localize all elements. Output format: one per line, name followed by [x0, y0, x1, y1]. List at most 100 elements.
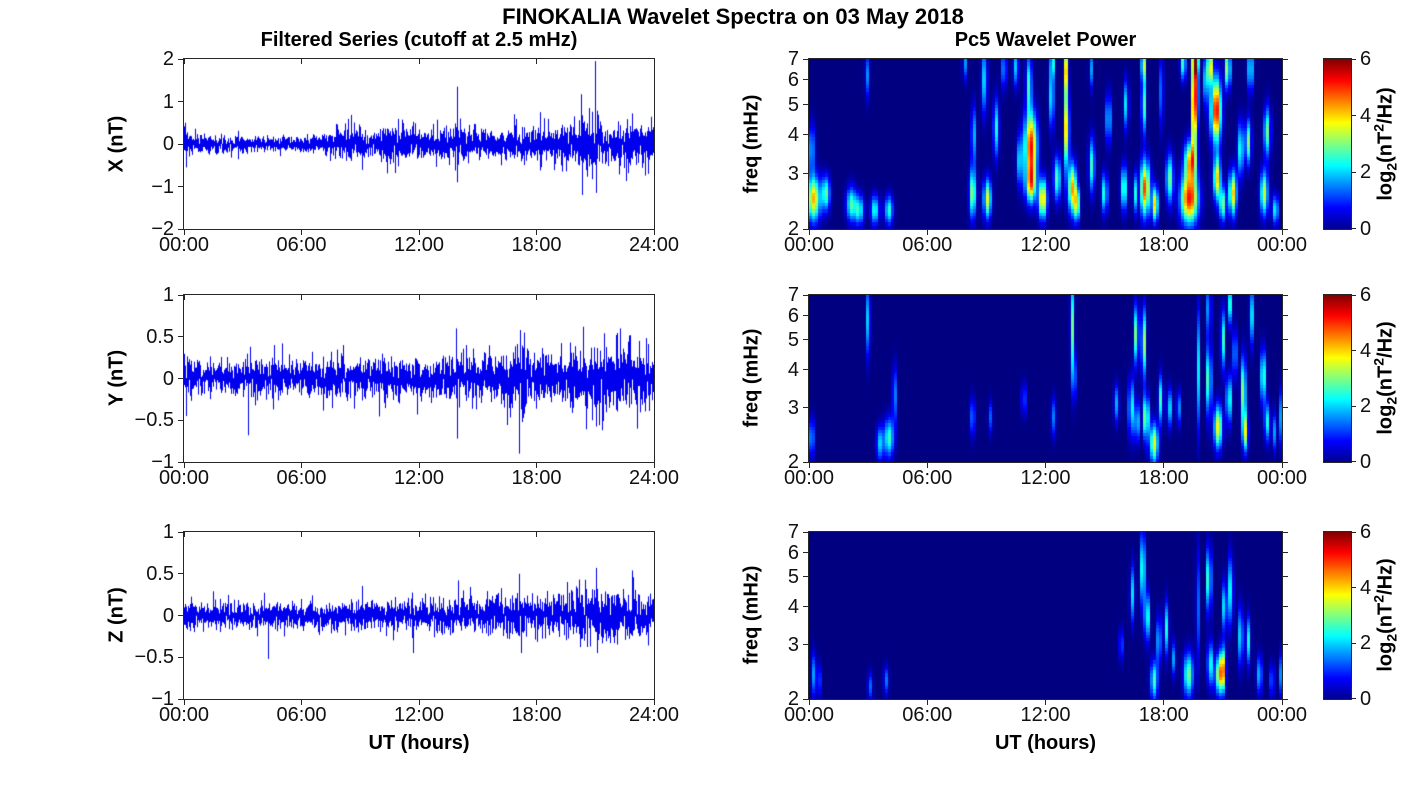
colorbar-tick-mark — [1351, 295, 1356, 296]
right-column-title: Pc5 Wavelet Power — [954, 29, 1137, 51]
plot-x-filtered-series: 00:00 06:00 12:00 18:00 24:00 2 1 0 −1 −2 — [151, 48, 679, 256]
y-tick-mark — [178, 656, 184, 658]
x-tick-mark — [183, 59, 185, 64]
y-tick-label: 6 — [787, 541, 799, 564]
x-tick-label: 06:00 — [902, 704, 953, 726]
colorbar-label-text: /Hz) — [1374, 558, 1397, 595]
x-axis-label-left: UT (hours) — [368, 732, 470, 754]
y-tick-mark — [1282, 552, 1288, 554]
left-column-title: Filtered Series (cutoff at 2.5 mHz) — [260, 29, 578, 51]
x-tick-mark — [653, 699, 655, 705]
x-tick-label: 00:00 — [1256, 234, 1308, 256]
y-tick-mark — [803, 294, 809, 296]
x-tick-label: 06:00 — [276, 234, 327, 256]
y-tick-mark — [178, 378, 184, 379]
x-tick-mark — [1281, 229, 1283, 235]
x-tick-mark — [808, 462, 810, 468]
plot-y-filtered-series: 00:00 06:00 12:00 18:00 24:00 1 0.5 0 −0.5 −1 — [135, 284, 680, 489]
y-tick-mark — [803, 339, 809, 341]
y-tick-mark — [1282, 461, 1288, 463]
y-tick-label: −1 — [151, 175, 174, 198]
y-tick-label: 2 — [787, 688, 799, 710]
colorbar-tick-mark — [1351, 171, 1356, 173]
x-tick-label: 06:00 — [276, 704, 327, 726]
y-tick-label: 7 — [787, 284, 799, 306]
y-tick-mark — [803, 531, 809, 533]
y-tick-mark — [803, 134, 809, 136]
x-tick-mark — [183, 532, 185, 537]
colorbar-label-sub: 2 — [1383, 396, 1400, 405]
x-tick-mark — [1281, 462, 1283, 468]
colorbar-tick-label: 0 — [1360, 451, 1372, 473]
y-tick-label: 0.5 — [146, 562, 174, 585]
colorbar-label-text: (nT — [1374, 602, 1397, 634]
colorbar-tick-mark — [1351, 698, 1356, 699]
colorbar-tick-mark — [1351, 405, 1356, 407]
colorbar-tick-mark — [1351, 587, 1356, 589]
x-tick-mark — [536, 462, 537, 468]
y-tick-mark — [1282, 407, 1288, 409]
y-tick-mark — [803, 228, 809, 230]
x-tick-mark — [183, 295, 185, 300]
y-tick-mark — [178, 143, 184, 145]
y-tick-mark — [803, 79, 809, 81]
colorbar-label-bottom: log2(nT2/Hz) — [1371, 558, 1400, 671]
colorbar-top: 0 2 4 6 — [1323, 48, 1371, 240]
colorbar-label-sub: 2 — [1383, 162, 1400, 171]
y-tick-label: 0.5 — [146, 325, 174, 348]
y-tick-mark — [803, 644, 809, 646]
colorbar-gradient — [1324, 532, 1351, 699]
y-tick-label: 0 — [162, 133, 174, 155]
y-tick-label: 5 — [787, 93, 799, 116]
x-tick-label: 00:00 — [158, 467, 210, 489]
z-series-canvas — [184, 532, 654, 699]
colorbar-label-sub: 2 — [1383, 633, 1400, 642]
y-tick-label: 0 — [162, 367, 174, 390]
x-tick-mark — [926, 462, 928, 468]
x-tick-mark — [301, 532, 302, 537]
y-tick-mark — [1282, 369, 1288, 371]
x-tick-mark — [808, 699, 810, 705]
x-tick-mark — [183, 462, 185, 468]
x-tick-mark — [536, 59, 537, 64]
y-tick-mark — [1282, 79, 1288, 81]
freq-axis-label-bottom: freq (mHz) — [740, 565, 763, 665]
colorbar-label-text: log — [1374, 641, 1397, 672]
x-tick-label: 12:00 — [393, 234, 445, 256]
colorbar-tick-mark — [1351, 350, 1356, 352]
x-tick-mark — [418, 295, 420, 300]
x-tick-label: 00:00 — [1256, 704, 1308, 726]
x-tick-mark — [418, 59, 420, 64]
y-tick-mark — [1282, 644, 1288, 646]
y-tick-mark — [178, 573, 184, 575]
y-tick-mark — [1282, 531, 1288, 533]
x-tick-label: 00:00 — [158, 234, 210, 256]
y-tick-label: 7 — [787, 521, 799, 543]
x-tick-label: 18:00 — [1138, 234, 1189, 256]
y-tick-label: 2 — [162, 48, 174, 70]
colorbar-label-text: (nT — [1374, 365, 1397, 397]
y-tick-mark — [803, 461, 809, 463]
colorbar-tick-label: 0 — [1360, 218, 1372, 240]
z-wavelet-canvas — [809, 532, 1282, 699]
colorbar-tick-label: 4 — [1360, 576, 1372, 599]
y-tick-mark — [1282, 134, 1288, 136]
x-tick-label: 12:00 — [393, 704, 445, 726]
colorbar-tick-label: 4 — [1360, 339, 1372, 362]
y-tick-mark — [1282, 104, 1288, 106]
x-tick-label: 00:00 — [783, 467, 835, 489]
y-tick-mark — [178, 461, 184, 463]
x-tick-mark — [1163, 699, 1165, 705]
y-tick-label: 4 — [787, 123, 799, 146]
colorbar-tick-mark — [1351, 59, 1356, 60]
y-tick-mark — [803, 315, 809, 317]
colorbar-label-sup: 2 — [1370, 123, 1387, 132]
y-tick-label: 7 — [787, 48, 799, 70]
x-tick-mark — [653, 229, 655, 235]
x-tick-mark — [301, 699, 302, 705]
x-tick-label: 24:00 — [628, 704, 680, 726]
y-tick-mark — [178, 58, 184, 60]
x-tick-mark — [536, 532, 537, 537]
x-tick-label: 00:00 — [783, 704, 835, 726]
x-tick-label: 24:00 — [628, 467, 680, 489]
